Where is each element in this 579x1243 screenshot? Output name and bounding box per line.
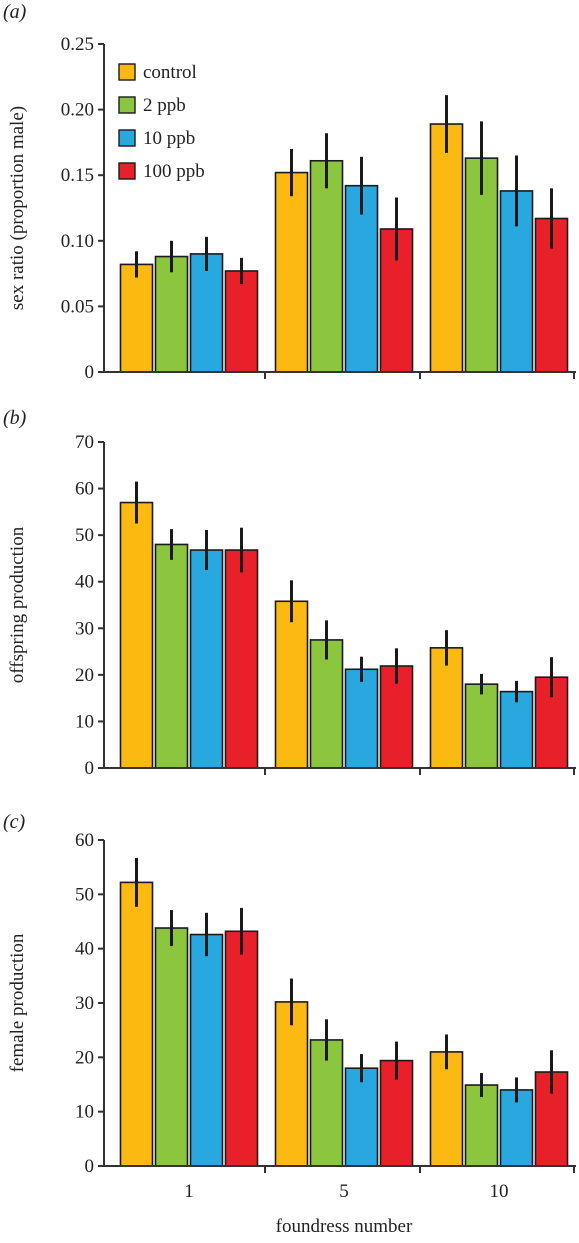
bar-control-1 [119,501,154,769]
x-tick-label: 5 [339,1181,349,1202]
bar-100-ppb-1 [224,549,259,769]
bar-control-1 [119,263,154,373]
legend-label: 10 ppb [143,128,195,149]
panel-c: (c) female production 0 10 20 30 40 50 60 1 5 10 fou… [3,811,576,1237]
legend-item: 10 ppb [118,128,195,149]
y-tick-label: 70 [75,432,94,453]
bar-10-ppb-1 [189,253,224,373]
bar-2-ppb-10 [464,683,499,769]
y-tick-label: 30 [75,618,94,639]
bar-control-1 [119,881,154,1167]
y-tick-label: 40 [75,572,94,593]
bar-2-ppb-10 [464,1084,499,1167]
y-axis-label: offspring production [7,526,28,683]
legend: control 2 ppb 10 ppb 100 ppb [118,62,205,182]
legend-item: 2 ppb [118,95,186,116]
y-tick-label: 50 [75,525,94,546]
bar-10-ppb-5 [344,668,379,769]
y-tick-label: 0.15 [61,165,94,186]
y-tick-label: 30 [75,993,94,1014]
bar-10-ppb-5 [344,1067,379,1167]
y-tick-label: 10 [75,1102,94,1123]
y-axis-label: sex ratio (proportion male) [7,106,28,310]
bar-control-5 [274,171,309,373]
bar-control-10 [429,647,464,769]
panel-letter: (a) [3,1,27,23]
panel-letter: (c) [3,811,26,833]
legend-item: control [118,62,197,83]
y-tick-label: 0 [85,362,95,383]
legend-label: 100 ppb [143,161,205,182]
legend-label: control [143,62,197,83]
y-tick-label: 0.20 [61,100,94,121]
y-tick-label: 60 [75,479,94,500]
bar-2-ppb-1 [154,255,189,373]
bar-10-ppb-1 [189,933,224,1167]
y-tick-label: 0.25 [61,34,94,55]
bar-10-ppb-1 [189,549,224,769]
y-tick-label: 0 [85,758,95,779]
bar-2-ppb-1 [154,927,189,1167]
x-axis-label: foundress number [276,1216,413,1237]
y-tick-label: 20 [75,1047,94,1068]
legend-swatch [118,63,136,81]
x-tick-label: 1 [184,1181,194,1202]
bar-control-5 [274,1001,309,1167]
bar-10-ppb-10 [499,690,534,769]
y-tick-label: 0.10 [61,231,94,252]
bar-100-ppb-1 [224,270,259,373]
bar-2-ppb-5 [309,639,344,769]
y-axis-label: female production [7,933,28,1072]
panel-letter: (b) [3,407,27,429]
y-tick-label: 40 [75,939,94,960]
bar-2-ppb-5 [309,159,344,373]
y-tick-label: 0 [85,1156,95,1177]
legend-label: 2 ppb [143,95,186,116]
y-tick-label: 10 [75,711,94,732]
bar-control-5 [274,600,309,769]
legend-swatch [118,162,136,180]
bar-2-ppb-1 [154,543,189,769]
bar-10-ppb-5 [344,184,379,373]
x-tick-label: 10 [490,1181,509,1202]
panel-a: (a) sex ratio (proportion male) 0 0.05 0.10 0… [3,1,576,383]
legend-item: 100 ppb [118,161,205,182]
y-tick-label: 60 [75,830,94,851]
bar-control-10 [429,123,464,373]
legend-swatch [118,129,136,147]
legend-swatch [118,96,136,114]
panel-b: (b) offspring production 0 10 20 30 40 50 60 70 [3,407,576,779]
y-tick-label: 0.05 [61,296,94,317]
y-tick-label: 20 [75,665,94,686]
bar-100-ppb-1 [224,930,259,1167]
y-tick-label: 50 [75,884,94,905]
